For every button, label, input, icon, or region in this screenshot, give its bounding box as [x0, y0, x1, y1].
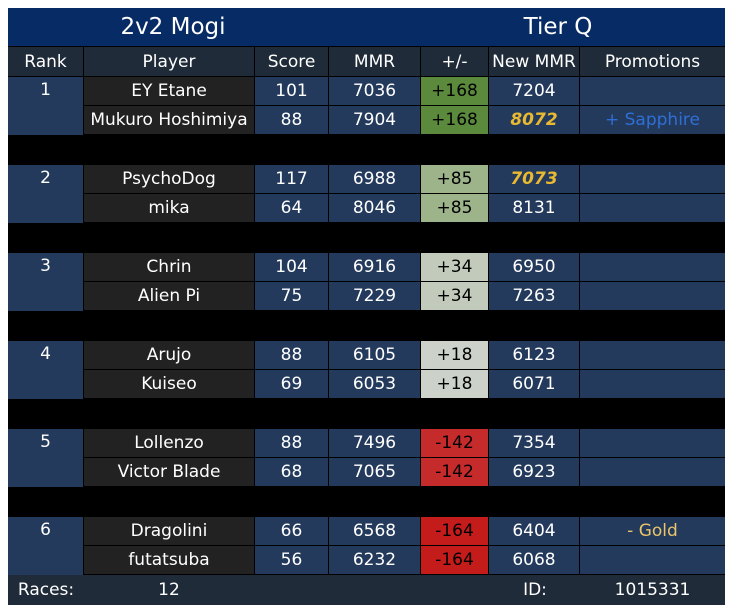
- races-label: Races:: [17, 580, 75, 600]
- column-header-rank: Rank: [8, 47, 83, 76]
- score-cell: 75: [255, 282, 329, 310]
- column-header-player: Player: [84, 47, 254, 76]
- score-cell: 66: [255, 517, 329, 545]
- promotion-cell: [580, 341, 725, 369]
- score-cell: 88: [255, 106, 329, 134]
- column-header-new-mmr: New MMR: [489, 47, 579, 76]
- new-mmr-cell: 6404: [489, 517, 580, 545]
- promotion-cell: [580, 458, 725, 486]
- delta-cell: +85: [421, 194, 489, 222]
- delta-cell: -142: [421, 458, 489, 486]
- mmr-cell: 7904: [329, 106, 421, 134]
- promotion-cell: [580, 165, 725, 193]
- id-value: 1015331: [614, 580, 691, 600]
- footer-bar: Races: 12 ID: 1015331: [8, 575, 725, 605]
- column-header-delta: +/-: [421, 47, 488, 76]
- new-mmr-cell: 6123: [489, 341, 580, 369]
- player-name: Mukuro Hoshimiya: [84, 106, 255, 134]
- score-cell: 64: [255, 194, 329, 222]
- new-mmr-cell: 6923: [489, 458, 580, 486]
- player-name: mika: [84, 194, 255, 222]
- new-mmr-cell: 7263: [489, 282, 580, 310]
- score-cell: 56: [255, 546, 329, 574]
- promotion-cell: + Sapphire: [580, 106, 725, 134]
- promotion-cell: - Gold: [580, 517, 725, 545]
- delta-cell: +168: [421, 106, 489, 134]
- promotion-cell: [580, 194, 725, 222]
- promotion-cell: [580, 429, 725, 457]
- delta-cell: +18: [421, 370, 489, 398]
- mmr-cell: 6988: [329, 165, 421, 193]
- tier-title: Tier Q: [523, 14, 593, 40]
- promotion-cell: [580, 253, 725, 281]
- score-cell: 104: [255, 253, 329, 281]
- promotion-cell: [580, 546, 725, 574]
- player-name: Chrin: [84, 253, 255, 281]
- delta-cell: +168: [421, 77, 489, 105]
- mmr-cell: 6105: [329, 341, 421, 369]
- mmr-cell: 6568: [329, 517, 421, 545]
- delta-cell: -142: [421, 429, 489, 457]
- mode-title: 2v2 Mogi: [120, 14, 226, 40]
- column-header-mmr: MMR: [329, 47, 420, 76]
- rank-cell: 3: [8, 253, 83, 311]
- new-mmr-cell: 7354: [489, 429, 580, 457]
- player-name: Alien Pi: [84, 282, 255, 310]
- delta-cell: -164: [421, 546, 489, 574]
- rank-cell: 4: [8, 341, 83, 399]
- delta-cell: +34: [421, 253, 489, 281]
- delta-cell: -164: [421, 517, 489, 545]
- new-mmr-cell: 6950: [489, 253, 580, 281]
- column-header-promotions: Promotions: [580, 47, 725, 76]
- score-cell: 101: [255, 77, 329, 105]
- rank-cell: 6: [8, 517, 83, 575]
- id-label: ID:: [523, 580, 547, 600]
- delta-cell: +34: [421, 282, 489, 310]
- score-cell: 68: [255, 458, 329, 486]
- player-name: Kuiseo: [84, 370, 255, 398]
- title-bar: 2v2 Mogi Tier Q: [8, 8, 725, 46]
- player-name: EY Etane: [84, 77, 255, 105]
- mmr-cell: 7229: [329, 282, 421, 310]
- new-mmr-cell: 8131: [489, 194, 580, 222]
- mmr-cell: 6053: [329, 370, 421, 398]
- mmr-cell: 7065: [329, 458, 421, 486]
- score-cell: 88: [255, 341, 329, 369]
- player-name: Arujo: [84, 341, 255, 369]
- new-mmr-cell: 6071: [489, 370, 580, 398]
- rank-cell: 1: [8, 77, 83, 135]
- player-name: Dragolini: [84, 517, 255, 545]
- mmr-cell: 7496: [329, 429, 421, 457]
- score-cell: 88: [255, 429, 329, 457]
- delta-cell: +18: [421, 341, 489, 369]
- new-mmr-cell: 6068: [489, 546, 580, 574]
- promotion-cell: [580, 77, 725, 105]
- rank-cell: 2: [8, 165, 83, 223]
- results-board: 2v2 Mogi Tier Q Rank Player Score MMR +/- New…: [8, 8, 725, 605]
- new-mmr-cell: 7073: [489, 165, 580, 193]
- mmr-cell: 7036: [329, 77, 421, 105]
- mmr-cell: 6916: [329, 253, 421, 281]
- promotion-cell: [580, 370, 725, 398]
- player-name: Victor Blade: [84, 458, 255, 486]
- mmr-cell: 6232: [329, 546, 421, 574]
- player-name: futatsuba: [84, 546, 255, 574]
- races-value: 12: [158, 580, 180, 600]
- column-header-score: Score: [255, 47, 328, 76]
- promotion-cell: [580, 282, 725, 310]
- new-mmr-cell: 8072: [489, 106, 580, 134]
- mmr-cell: 8046: [329, 194, 421, 222]
- rank-cell: 5: [8, 429, 83, 487]
- new-mmr-cell: 7204: [489, 77, 580, 105]
- score-cell: 69: [255, 370, 329, 398]
- score-cell: 117: [255, 165, 329, 193]
- delta-cell: +85: [421, 165, 489, 193]
- player-name: PsychoDog: [84, 165, 255, 193]
- player-name: Lollenzo: [84, 429, 255, 457]
